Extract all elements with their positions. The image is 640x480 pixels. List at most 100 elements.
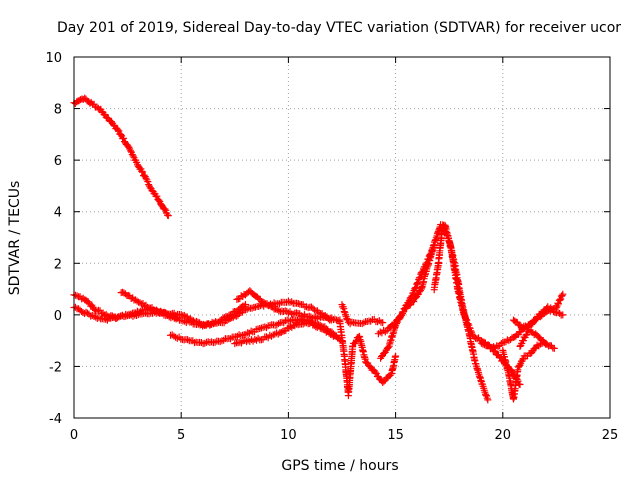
data-point-marker	[137, 307, 145, 315]
series-sat-n	[499, 339, 550, 403]
data-point-marker	[220, 336, 228, 344]
data-point-marker	[533, 341, 541, 349]
data-point-marker	[291, 322, 299, 330]
y-tick-label: 6	[54, 154, 62, 169]
data-point-marker	[550, 344, 558, 352]
data-point-marker	[407, 293, 415, 301]
series-sat-c	[117, 288, 249, 329]
data-point-marker	[210, 319, 218, 327]
data-point-marker	[211, 338, 219, 346]
data-point-marker	[254, 334, 262, 342]
data-point-marker	[410, 298, 418, 305]
data-point-marker	[216, 338, 224, 346]
data-points	[70, 94, 567, 404]
data-point-marker	[251, 303, 259, 311]
data-point-marker	[84, 309, 91, 317]
data-point-marker	[288, 298, 296, 306]
data-point-marker	[123, 311, 131, 319]
y-axis-title: SDTVAR / TECUs	[7, 181, 23, 296]
data-point-marker	[555, 300, 562, 308]
y-tick-label: -2	[49, 360, 62, 375]
data-point-marker	[480, 341, 488, 349]
data-point-marker	[275, 320, 282, 328]
data-point-marker	[558, 292, 566, 300]
series-sat-j	[374, 221, 445, 338]
axis-ticks: 0 5 10 15 20 25 -4 -2 0 2 4 6 8 10	[45, 51, 618, 443]
y-tick-label: 4	[54, 206, 62, 221]
data-point-marker	[201, 321, 209, 329]
data-point-marker	[384, 344, 392, 351]
y-tick-label: 0	[54, 309, 62, 324]
data-point-marker	[189, 337, 197, 345]
x-tick-label: 0	[70, 428, 78, 443]
data-point-marker	[184, 317, 192, 325]
data-point-marker	[477, 339, 485, 347]
series-sat-o	[510, 303, 567, 332]
data-point-marker	[221, 314, 228, 322]
data-point-marker	[72, 303, 79, 311]
x-axis-title: GPS time / hours	[281, 458, 398, 474]
data-point-marker	[242, 301, 249, 308]
data-point-marker	[319, 325, 327, 333]
data-point-marker	[411, 285, 419, 293]
data-point-marker	[248, 304, 256, 312]
data-point-marker	[284, 309, 292, 317]
x-tick-label: 15	[387, 428, 404, 443]
data-point-marker	[88, 312, 96, 319]
data-point-marker	[286, 323, 294, 330]
data-point-marker	[136, 299, 144, 307]
series-sat-e	[231, 318, 342, 348]
data-point-marker	[231, 340, 239, 348]
x-tick-label: 5	[177, 428, 185, 443]
data-point-marker	[467, 327, 475, 335]
data-point-marker	[133, 297, 141, 305]
data-point-marker	[289, 310, 297, 318]
data-point-marker	[129, 152, 137, 160]
data-point-marker	[519, 337, 527, 345]
x-tick-label: 25	[602, 428, 619, 443]
data-point-marker	[328, 314, 336, 322]
series-sat-g	[336, 318, 400, 400]
data-point-marker	[307, 303, 315, 311]
data-point-marker	[392, 320, 400, 328]
data-point-marker	[155, 196, 163, 204]
data-point-marker	[184, 336, 192, 344]
y-tick-label: 10	[45, 51, 62, 66]
y-tick-label: 8	[54, 103, 62, 118]
data-point-marker	[249, 337, 257, 345]
data-point-marker	[125, 143, 133, 151]
data-point-marker	[418, 268, 426, 276]
series-sat-p	[516, 326, 558, 352]
data-point-marker	[243, 305, 251, 313]
data-point-marker	[423, 258, 431, 266]
data-point-marker	[332, 333, 340, 341]
data-point-marker	[201, 339, 209, 347]
data-point-marker	[145, 181, 153, 189]
data-point-marker	[547, 304, 555, 312]
data-point-marker	[516, 342, 524, 350]
data-point-marker	[274, 330, 282, 338]
data-point-marker	[73, 292, 81, 300]
data-point-marker	[164, 212, 172, 220]
data-point-marker	[396, 312, 404, 320]
data-point-marker	[102, 315, 110, 323]
data-point-marker	[497, 340, 505, 347]
data-point-marker	[523, 331, 531, 338]
data-point-marker	[138, 167, 146, 175]
data-point-marker	[114, 126, 122, 134]
data-point-marker	[401, 305, 409, 313]
data-point-marker	[127, 147, 135, 155]
data-point-marker	[415, 274, 423, 282]
data-point-marker	[224, 313, 231, 321]
data-point-marker	[392, 352, 400, 360]
series-high-trace	[70, 94, 172, 220]
data-point-marker	[177, 316, 185, 324]
data-point-marker	[559, 311, 567, 319]
data-point-marker	[95, 314, 103, 322]
data-point-marker	[151, 307, 159, 315]
data-point-marker	[161, 205, 169, 213]
data-point-marker	[139, 168, 147, 176]
data-point-marker	[528, 349, 536, 357]
data-point-marker	[381, 328, 389, 336]
plot-frame	[73, 56, 611, 419]
